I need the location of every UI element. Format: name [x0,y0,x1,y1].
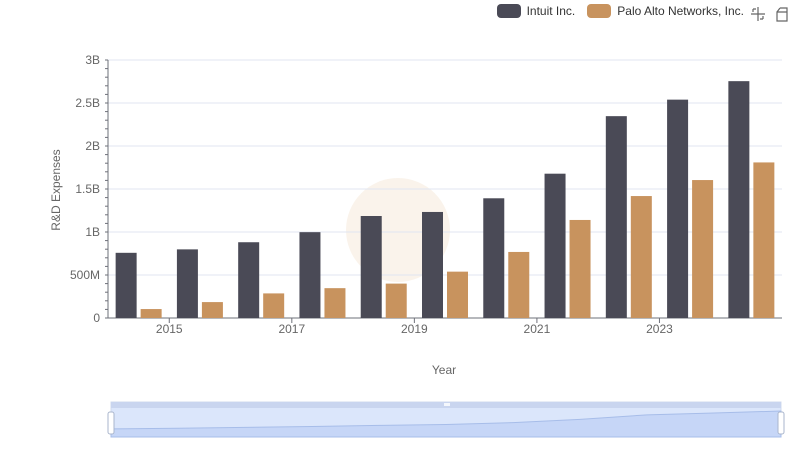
bar-palo-alto-2024 [753,162,775,318]
bar-palo-alto-2015 [201,302,223,318]
legend-swatch-intuit [496,4,521,18]
y-tick-label: 3B [85,53,100,67]
legend-swatch-palo-alto [587,4,612,18]
bar-palo-alto-2017 [324,288,346,318]
bar-intuit-2020 [483,198,505,318]
datazoom-handle-left[interactable] [107,411,115,435]
toolbox [750,6,790,22]
x-axis-title: Year [431,363,457,377]
legend-item-intuit[interactable]: Intuit Inc. [496,4,576,18]
y-tick-label: 0 [93,311,100,325]
bar-palo-alto-2020 [508,251,530,318]
bar-palo-alto-2018 [385,283,407,318]
bar-palo-alto-2016 [263,293,285,318]
bar-intuit-2024 [728,81,750,318]
y-axis-title: R&D Expenses [49,149,63,231]
legend-item-palo-alto[interactable]: Palo Alto Networks, Inc. [587,4,744,18]
legend-label-palo-alto: Palo Alto Networks, Inc. [617,4,744,18]
bar-intuit-2016 [238,242,260,318]
bar-palo-alto-2019 [447,271,468,318]
y-tick-label: 2B [85,139,100,153]
bar-palo-alto-2023 [692,180,714,318]
y-tick-label: 1B [85,225,100,239]
y-tick-label: 2.5B [75,96,100,110]
bar-intuit-2018 [360,216,382,318]
y-tick-label: 1.5B [75,182,100,196]
bar-intuit-2017 [299,232,321,318]
x-tick-label: 2021 [524,322,551,336]
x-tick-label: 2023 [646,322,673,336]
bar-intuit-2014 [115,252,137,318]
y-tick-label: 500M [70,268,100,282]
datazoom-grip [444,403,450,406]
bar-palo-alto-2021 [569,219,591,318]
x-tick-label: 2019 [401,322,428,336]
x-tick-label: 2017 [278,322,305,336]
bar-intuit-2015 [176,249,198,318]
bar-palo-alto-2022 [630,196,652,318]
legend: Intuit Inc. Palo Alto Networks, Inc. [496,4,744,18]
legend-label-intuit: Intuit Inc. [526,4,576,18]
bar-intuit-2023 [667,99,689,318]
bar-intuit-2019 [422,211,443,318]
bar-palo-alto-2014 [140,309,162,318]
bar-intuit-2021 [544,173,566,318]
restore-icon[interactable] [774,6,790,22]
datazoom-handle-right[interactable] [777,411,785,435]
bar-intuit-2022 [605,116,627,319]
datazoom-preview [110,410,782,438]
x-tick-label: 2015 [156,322,183,336]
zoom-icon[interactable] [750,6,766,22]
